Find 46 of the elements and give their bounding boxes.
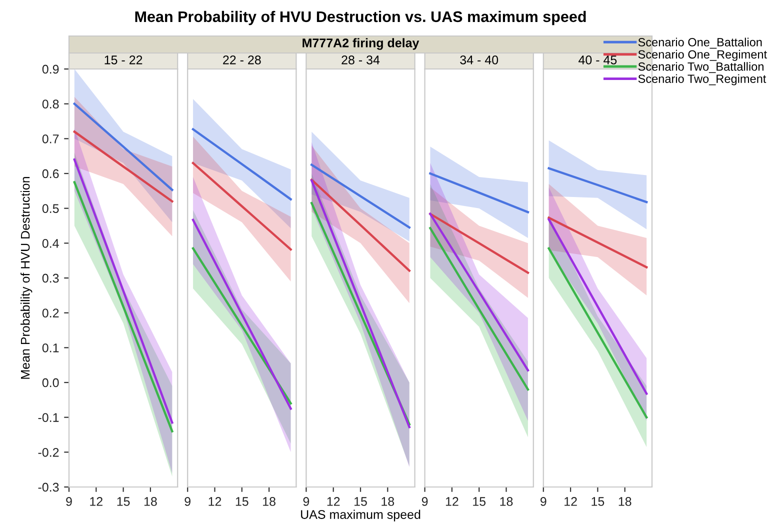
chart-title: 34 - 40 [460,56,498,64]
x-tick-label: 12 [90,497,102,506]
x-tick-label: 15 [236,497,248,506]
text: Mean Probability of HVU Destruction vs. UAS maximum speed [135,10,586,26]
x-tick-label: 12 [564,497,577,506]
x-tick-label: 18 [263,497,276,506]
text: M777A2 firing delay [302,38,420,50]
y-axis-title: Mean Probability of HVU Destruction [20,177,32,379]
legend-label: Scenario One_Regiment [638,50,767,61]
x-tick-label: 9 [540,497,546,506]
y-tick-label: 0.8 [42,100,59,108]
y-tick-label: 0.0 [42,378,59,388]
y-tick-label: 0.6 [42,169,59,178]
legend-label: Scenario Two_Regiment [638,74,766,86]
y-tick-label: 0.5 [42,204,59,213]
x-tick-label: 15 [473,497,486,506]
y-tick-label: -0.2 [38,448,59,457]
x-axis-title: UAS maximum speed [301,510,420,522]
x-tick-label: 15 [354,497,367,506]
x-tick-label: 12 [446,497,458,506]
x-tick-label: 9 [184,497,190,506]
x-tick-label: 9 [66,497,72,506]
x-tick-label: 18 [618,497,632,506]
x-tick-label: 12 [208,497,222,506]
y-tick-label: -0.1 [38,413,59,422]
x-tick-label: 15 [117,497,130,506]
chart-title: 40 - 45 [578,56,617,64]
y-tick-label: 0.4 [42,238,59,248]
chart-title: 28 - 34 [342,56,380,64]
y-tick-label: 0.9 [42,64,59,74]
x-tick-label: 18 [144,497,157,506]
y-tick-label: -0.3 [38,482,59,492]
x-tick-label: 18 [500,497,513,506]
x-tick-label: 9 [303,497,310,506]
y-tick-label: 0.1 [42,343,59,352]
x-tick-label: 15 [592,497,604,506]
chart-title: 15 - 22 [104,56,142,64]
y-tick-label: 0.7 [42,134,59,144]
legend-label: Scenario Two_Battallion [638,62,764,73]
legend-label: Scenario One_Battalion [638,38,762,49]
x-tick-label: 18 [382,497,394,506]
chart-title: 22 - 28 [223,56,261,64]
x-tick-label: 9 [422,497,428,506]
y-tick-label: 0.3 [42,274,59,283]
x-tick-label: 12 [327,497,340,506]
y-tick-label: 0.2 [42,308,59,318]
